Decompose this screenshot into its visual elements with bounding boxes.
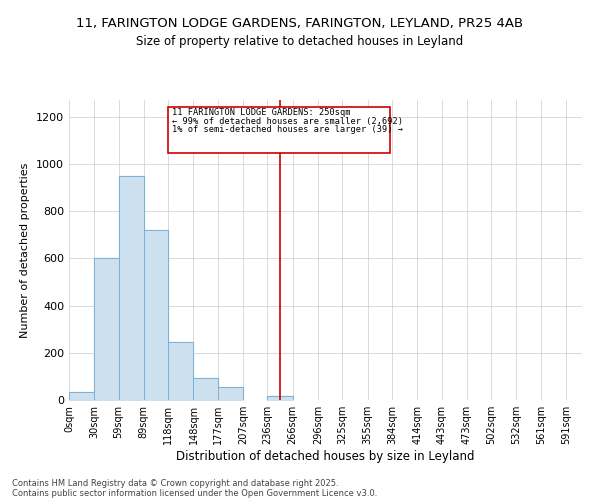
Text: 11, FARINGTON LODGE GARDENS, FARINGTON, LEYLAND, PR25 4AB: 11, FARINGTON LODGE GARDENS, FARINGTON, …: [76, 18, 524, 30]
X-axis label: Distribution of detached houses by size in Leyland: Distribution of detached houses by size …: [176, 450, 475, 463]
FancyBboxPatch shape: [168, 107, 390, 153]
Text: ← 99% of detached houses are smaller (2,692): ← 99% of detached houses are smaller (2,…: [172, 116, 403, 126]
Text: 1% of semi-detached houses are larger (39) →: 1% of semi-detached houses are larger (3…: [172, 125, 403, 134]
Text: Contains HM Land Registry data © Crown copyright and database right 2025.: Contains HM Land Registry data © Crown c…: [12, 478, 338, 488]
Text: 11 FARINGTON LODGE GARDENS: 250sqm: 11 FARINGTON LODGE GARDENS: 250sqm: [172, 108, 350, 118]
Text: Size of property relative to detached houses in Leyland: Size of property relative to detached ho…: [136, 35, 464, 48]
Y-axis label: Number of detached properties: Number of detached properties: [20, 162, 31, 338]
Text: Contains public sector information licensed under the Open Government Licence v3: Contains public sector information licen…: [12, 488, 377, 498]
